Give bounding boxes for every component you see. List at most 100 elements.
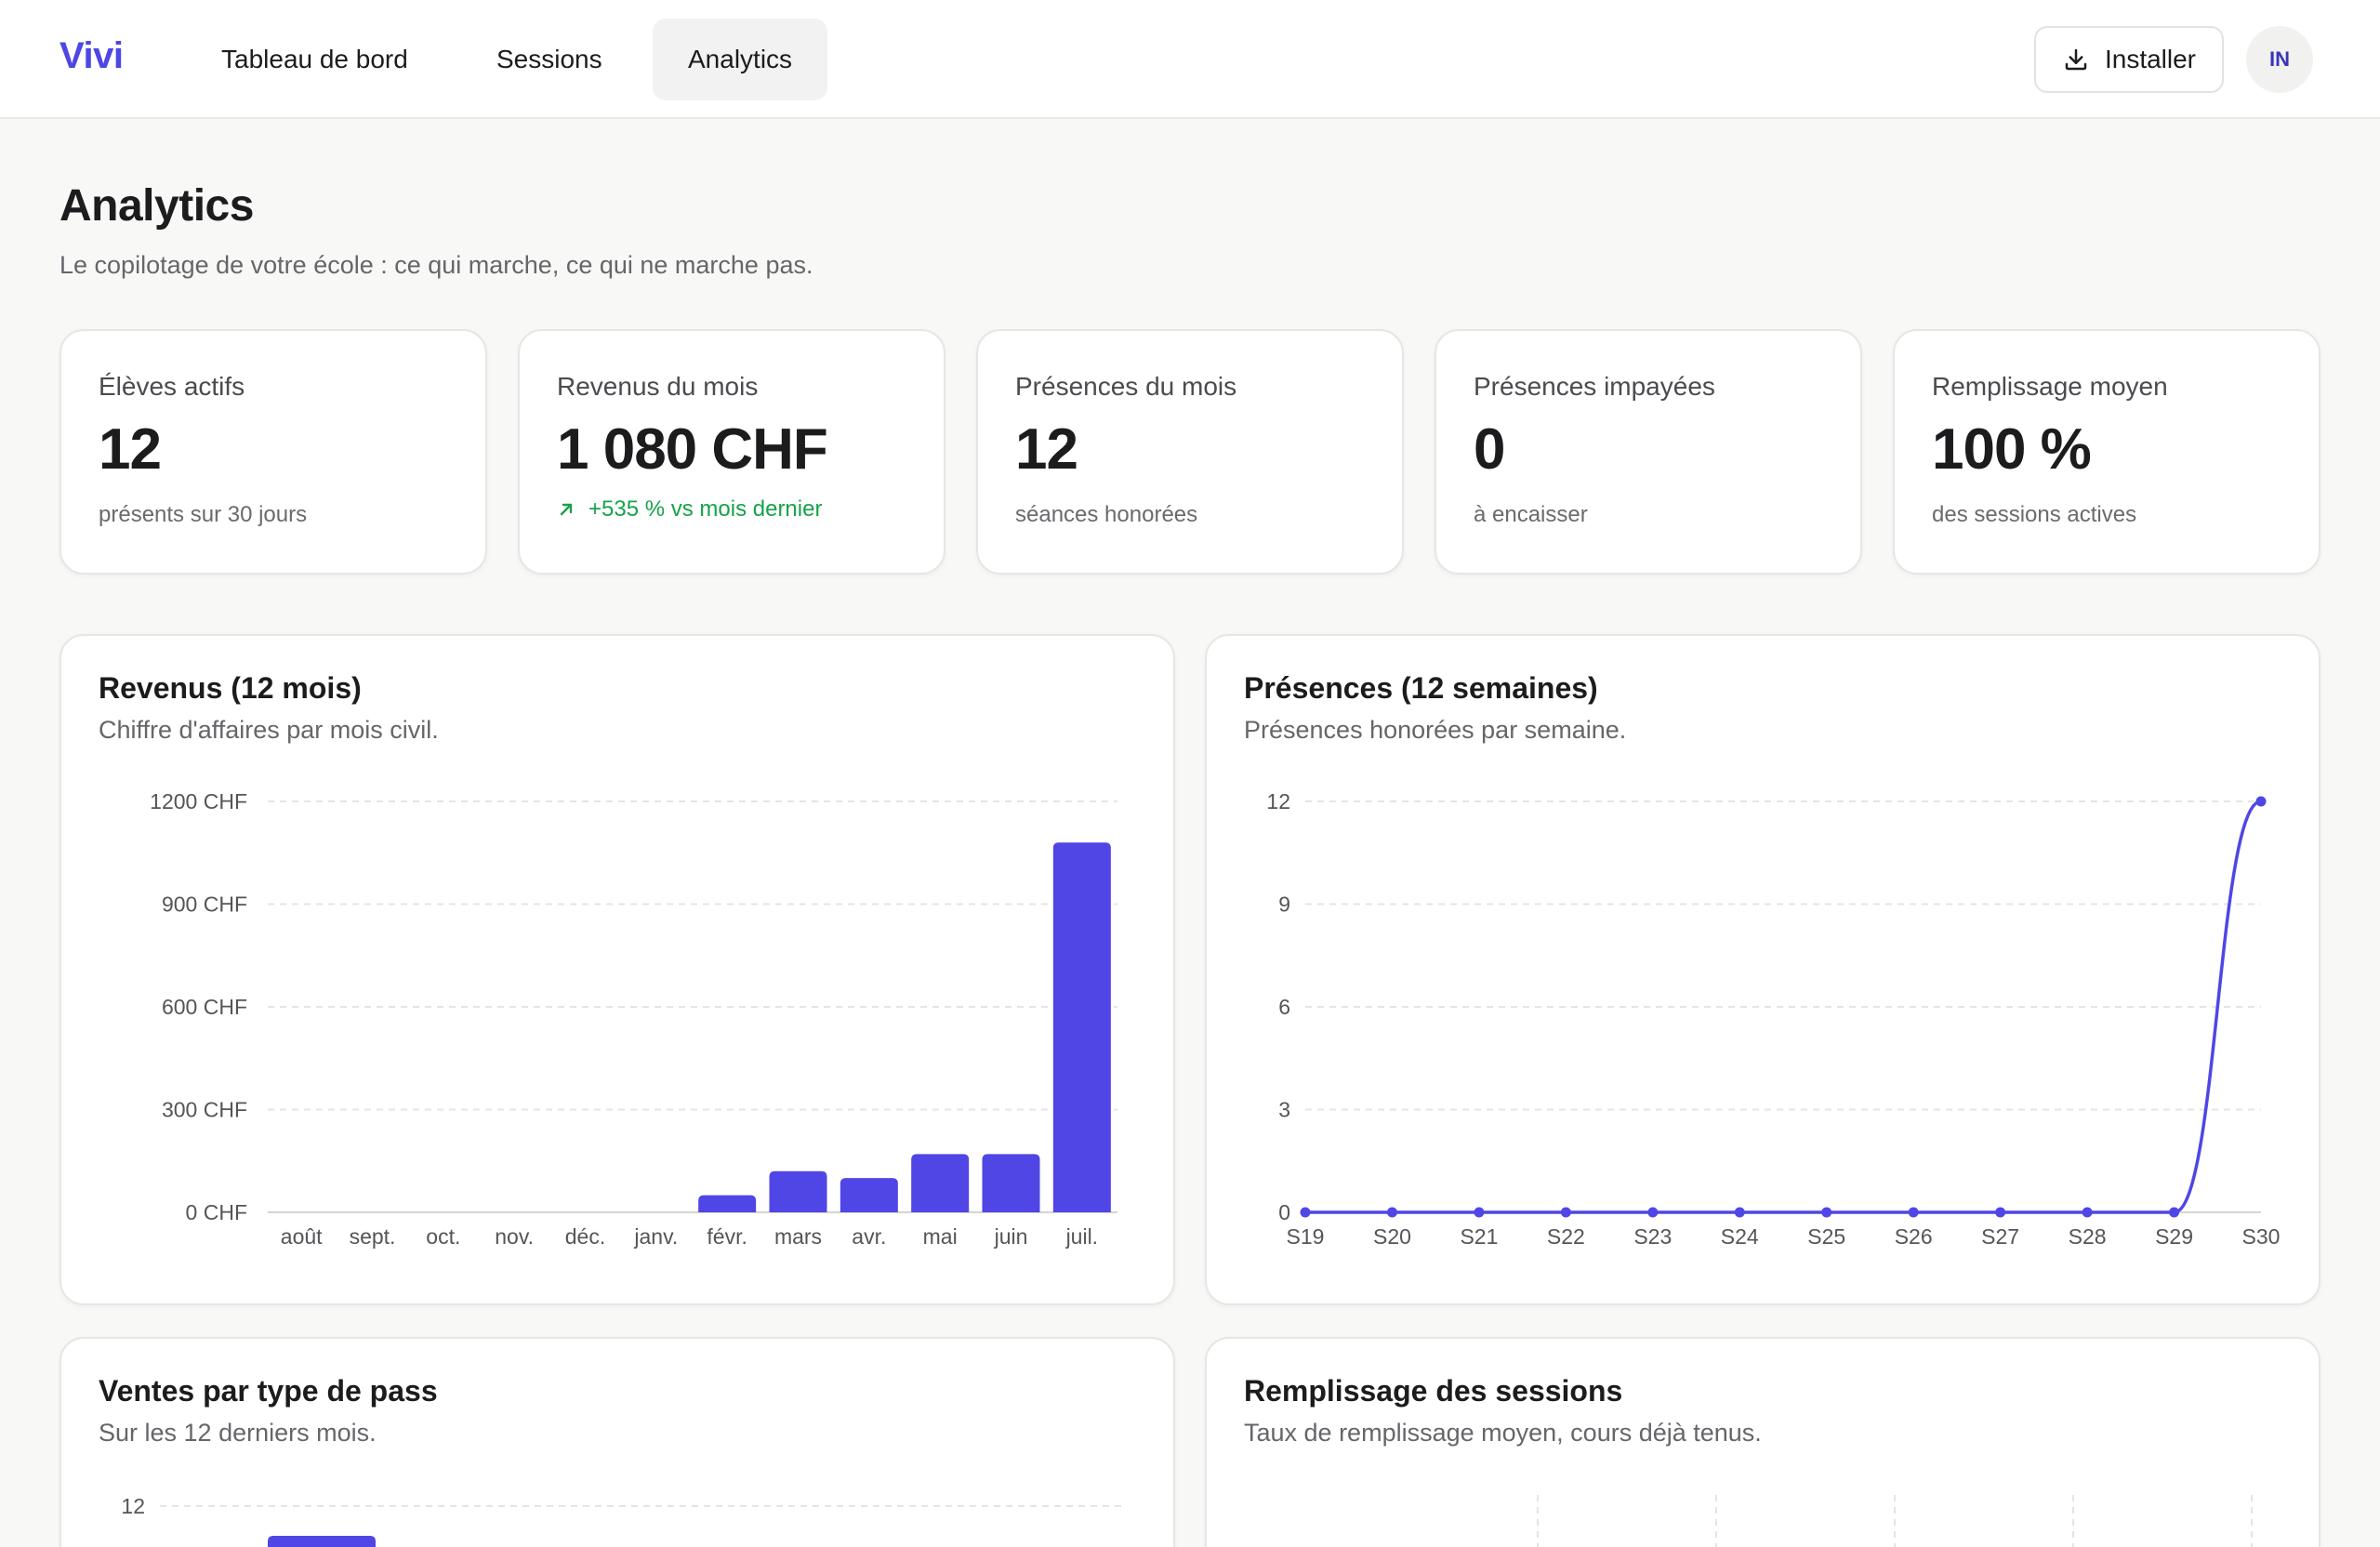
y-tick-label: 9 <box>1278 892 1290 917</box>
bar <box>982 1154 1040 1212</box>
x-tick-label: S22 <box>1547 1224 1585 1249</box>
bar <box>911 1154 970 1212</box>
kpi-card-monthly-attendance: Présences du mois 12 séances honorées <box>976 329 1404 575</box>
install-button[interactable]: Installer <box>2034 26 2224 93</box>
x-tick-label: mai <box>923 1224 958 1249</box>
x-tick-label: S28 <box>2069 1224 2107 1249</box>
page-subtitle: Le copilotage de votre école : ce qui ma… <box>60 251 813 279</box>
x-tick-label: S24 <box>1721 1224 1759 1249</box>
y-tick-label: 12 <box>121 1494 145 1518</box>
x-tick-label: sept. <box>350 1224 396 1249</box>
kpi-value: 1 080 CHF <box>557 417 828 482</box>
x-tick-label: S30 <box>2242 1224 2281 1249</box>
kpi-label: Présences impayées <box>1474 372 1715 401</box>
x-tick-label: S20 <box>1373 1224 1411 1249</box>
kpi-trend-text: +535 % vs mois dernier <box>588 496 823 522</box>
x-tick-label: juil. <box>1065 1224 1099 1249</box>
app-logo[interactable]: Vivi <box>60 35 124 76</box>
kpi-label: Remplissage moyen <box>1932 372 2168 401</box>
data-point <box>2082 1207 2093 1218</box>
y-tick-label: 0 CHF <box>186 1200 247 1224</box>
data-point <box>2169 1207 2180 1218</box>
x-tick-label: nov. <box>495 1224 534 1249</box>
bar <box>840 1178 898 1212</box>
kpi-card-active-students: Élèves actifs 12 présents sur 30 jours <box>60 329 487 575</box>
y-tick-label: 6 <box>1278 995 1290 1019</box>
card-title: Remplissage des sessions <box>1244 1374 1623 1408</box>
install-label: Installer <box>2104 45 2197 73</box>
kpi-note: des sessions actives <box>1932 502 2137 527</box>
x-tick-label: S27 <box>1981 1224 2019 1249</box>
revenue-chart-card: Revenus (12 mois) Chiffre d'affaires par… <box>60 634 1175 1305</box>
avatar[interactable]: IN <box>2246 26 2313 93</box>
bar <box>1052 842 1111 1212</box>
data-point <box>1300 1207 1311 1218</box>
data-point <box>1474 1207 1485 1218</box>
y-tick-label: 900 CHF <box>162 892 247 917</box>
download-icon <box>2065 48 2087 71</box>
y-tick-label: 300 CHF <box>162 1098 247 1122</box>
kpi-value: 100 % <box>1932 417 2092 482</box>
kpi-label: Élèves actifs <box>99 372 245 401</box>
kpi-card-unpaid-attendance: Présences impayées 0 à encaisser <box>1435 329 1862 575</box>
kpi-note: séances honorées <box>1015 502 1198 527</box>
kpi-value: 12 <box>1015 417 1078 482</box>
tab-analytics[interactable]: Analytics <box>653 19 828 100</box>
card-subtitle: Sur les 12 derniers mois. <box>99 1419 377 1447</box>
card-title: Revenus (12 mois) <box>99 671 362 705</box>
card-title: Présences (12 semaines) <box>1244 671 1598 705</box>
x-tick-label: S29 <box>2155 1224 2193 1249</box>
x-tick-label: S25 <box>1807 1224 1845 1249</box>
x-tick-label: mars <box>774 1224 822 1249</box>
trend-up-icon <box>560 503 573 516</box>
x-tick-label: S26 <box>1895 1224 1933 1249</box>
page-title: Analytics <box>60 181 254 231</box>
data-point <box>1908 1207 1919 1218</box>
pass-sales-bar-chart: 12 <box>121 1494 1121 1547</box>
attendance-line-chart: 0 3 6 9 12 S19 S20 S21 S22 S23 S24 S25 S26 S27 S28 S29 S… <box>1266 789 2281 1249</box>
x-tick-label: déc. <box>565 1224 605 1249</box>
kpi-card-monthly-revenue: Revenus du mois 1 080 CHF +535 % vs mois… <box>518 329 945 575</box>
attendance-chart-card: Présences (12 semaines) Présences honoré… <box>1205 634 2320 1305</box>
data-point <box>1560 1207 1571 1218</box>
y-tick-label: 600 CHF <box>162 995 247 1019</box>
x-tick-label: févr. <box>707 1224 747 1249</box>
tab-sessions[interactable]: Sessions <box>496 45 602 73</box>
x-tick-label: avr. <box>852 1224 886 1249</box>
bar <box>769 1170 827 1212</box>
session-fill-chart-card: Remplissage des sessions Taux de remplis… <box>1205 1337 2320 1547</box>
bar <box>268 1536 376 1547</box>
card-subtitle: Présences honorées par semaine. <box>1244 716 1627 744</box>
kpi-label: Présences du mois <box>1015 372 1237 401</box>
y-tick-label: 3 <box>1278 1098 1290 1122</box>
x-tick-label: oct. <box>426 1224 460 1249</box>
x-tick-label: août <box>281 1224 323 1249</box>
data-point <box>1647 1207 1659 1218</box>
data-point <box>1821 1207 1832 1218</box>
data-point <box>2255 796 2267 807</box>
y-tick-label: 0 <box>1278 1200 1290 1224</box>
data-point <box>1995 1207 2006 1218</box>
x-tick-label: janv. <box>633 1224 678 1249</box>
kpi-label: Revenus du mois <box>557 372 759 401</box>
data-point <box>1734 1207 1745 1218</box>
kpi-value: 12 <box>99 417 162 482</box>
kpi-card-average-fill: Remplissage moyen 100 % des sessions act… <box>1893 329 2320 575</box>
pass-sales-chart-card: Ventes par type de pass Sur les 12 derni… <box>60 1337 1175 1547</box>
kpi-note: à encaisser <box>1474 502 1588 527</box>
bar <box>698 1195 757 1212</box>
card-title: Ventes par type de pass <box>99 1374 438 1408</box>
tab-tableau-de-bord[interactable]: Tableau de bord <box>221 45 408 73</box>
kpi-value: 0 <box>1474 417 1505 482</box>
kpi-note: présents sur 30 jours <box>99 502 308 527</box>
session-fill-chart <box>1537 1495 2253 1547</box>
card-subtitle: Chiffre d'affaires par mois civil. <box>99 716 439 744</box>
revenue-bar-chart: 0 CHF 300 CHF 600 CHF 900 CHF 1200 CHF août se… <box>150 789 1117 1249</box>
y-tick-label: 12 <box>1266 789 1290 813</box>
x-tick-label: juin <box>994 1224 1028 1249</box>
card-subtitle: Taux de remplissage moyen, cours déjà te… <box>1244 1419 1762 1447</box>
top-navigation-bar: Vivi Tableau de bord Sessions Analytics … <box>0 0 2380 119</box>
kpi-trend: +535 % vs mois dernier <box>557 496 822 522</box>
y-tick-label: 1200 CHF <box>150 789 247 813</box>
x-tick-label: S23 <box>1633 1224 1672 1249</box>
